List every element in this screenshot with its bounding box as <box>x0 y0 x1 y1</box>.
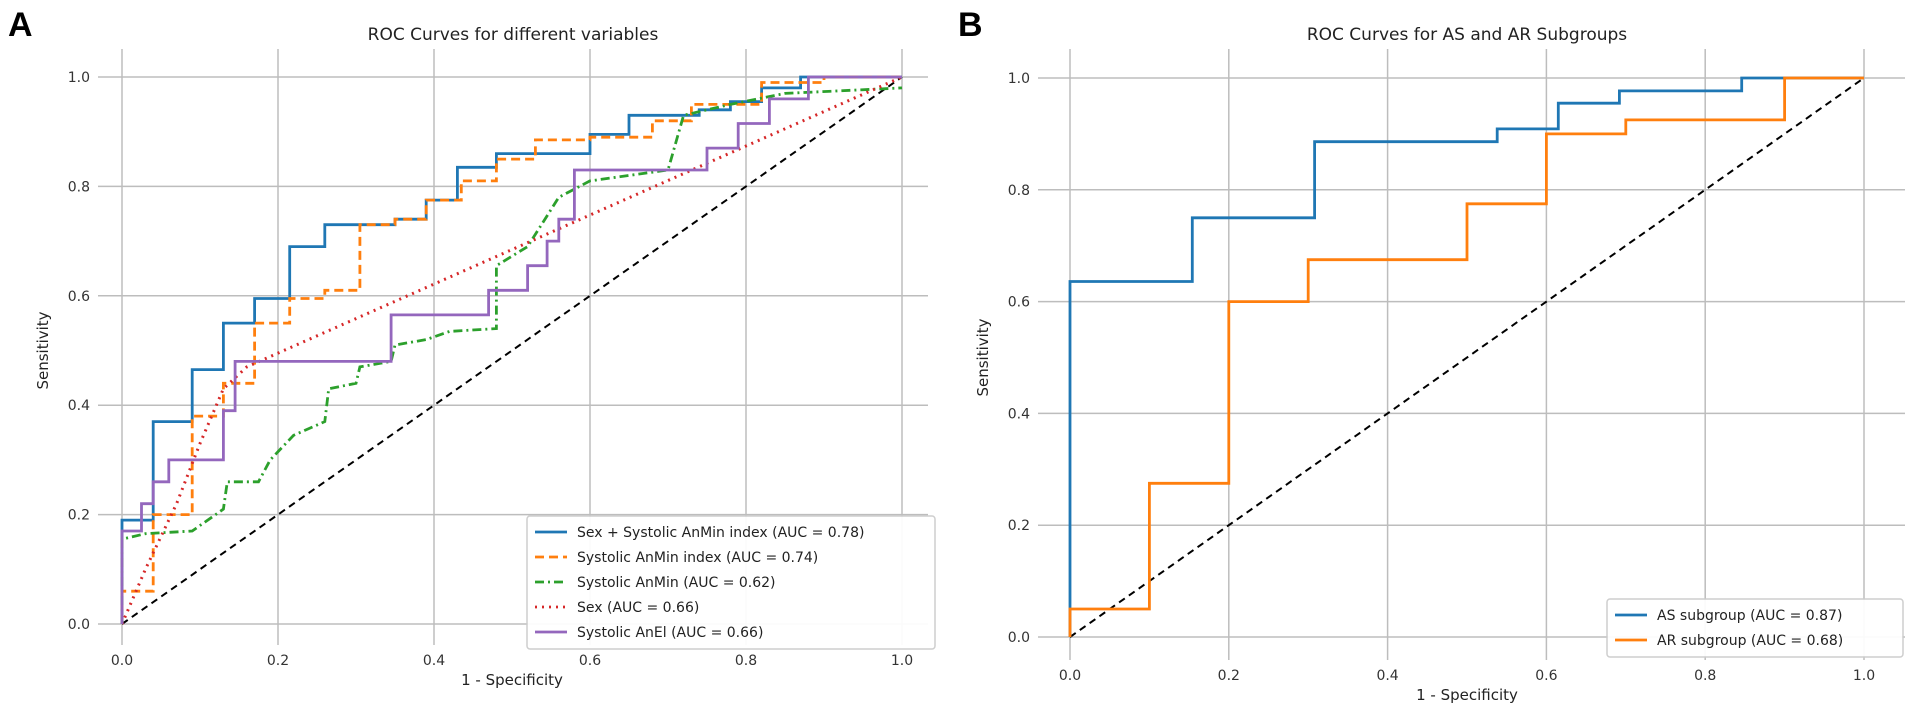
y-tick-label: 0.8 <box>1008 183 1030 199</box>
legend-entry: Systolic AnMin (AUC = 0.62) <box>577 575 776 591</box>
legend-entry: Systolic AnEl (AUC = 0.66) <box>577 625 763 641</box>
y-tick-label: 0.0 <box>68 617 90 633</box>
x-tick-label: 0.0 <box>111 653 133 669</box>
legend-entry: AR subgroup (AUC = 0.68) <box>1657 633 1843 649</box>
chart-panel-b: B ROC Curves for AS and AR Subgroups 0.0 0.… <box>958 6 1905 704</box>
legend-entry: Systolic AnMin index (AUC = 0.74) <box>577 550 818 566</box>
x-axis-label: 1 - Specificity <box>461 671 563 689</box>
x-tick-label: 0.8 <box>735 653 757 669</box>
y-axis-label: Sensitivity <box>974 318 992 396</box>
x-tick-label: 0.2 <box>267 653 289 669</box>
y-tick-label: 0.6 <box>1008 295 1030 311</box>
y-tick-label: 0.4 <box>1008 406 1030 422</box>
chart-title: ROC Curves for different variables <box>368 25 659 45</box>
panel-label: B <box>958 6 983 44</box>
y-tick-label: 0.0 <box>1008 630 1030 646</box>
y-tick-label: 0.2 <box>68 508 90 524</box>
y-tick-label: 1.0 <box>1008 71 1030 87</box>
x-tick-label: 0.8 <box>1694 668 1716 684</box>
legend-box <box>1606 598 1904 658</box>
y-axis-label: Sensitivity <box>34 311 52 389</box>
chance-diagonal <box>121 76 903 625</box>
legend-entry: Sex (AUC = 0.66) <box>577 600 699 616</box>
y-tick-label: 1.0 <box>68 70 90 86</box>
roc-curve-series-1 <box>1068 76 1864 637</box>
x-axis-label: 1 - Specificity <box>1416 686 1518 704</box>
x-tick-label: 0.6 <box>579 653 601 669</box>
x-tick-label: 0.4 <box>1376 668 1398 684</box>
chart-panel-a: A ROC Curves for different variables 0.0 0.… <box>8 6 936 689</box>
y-tick-label: 0.6 <box>68 289 90 305</box>
roc-curve-series-4 <box>120 75 902 624</box>
x-tick-label: 0.6 <box>1535 668 1557 684</box>
y-tick-label: 0.4 <box>68 398 90 414</box>
y-tick-label: 0.2 <box>1008 518 1030 534</box>
x-tick-label: 0.0 <box>1059 668 1081 684</box>
roc-curve-series-3 <box>120 75 903 625</box>
chance-diagonal <box>1069 77 1865 638</box>
y-tick-label: 0.8 <box>68 179 90 195</box>
roc-curve-series-0 <box>1068 76 1864 637</box>
legend-box <box>526 515 936 650</box>
panel-label: A <box>8 6 33 44</box>
x-tick-label: 1.0 <box>891 653 913 669</box>
legend-entry: AS subgroup (AUC = 0.87) <box>1657 608 1842 624</box>
legend-entry: Sex + Systolic AnMin index (AUC = 0.78) <box>577 525 864 541</box>
x-tick-label: 1.0 <box>1853 668 1875 684</box>
x-tick-label: 0.2 <box>1218 668 1240 684</box>
x-tick-label: 0.4 <box>423 653 445 669</box>
roc-curve-series-2 <box>120 86 903 624</box>
chart-title: ROC Curves for AS and AR Subgroups <box>1307 25 1627 45</box>
